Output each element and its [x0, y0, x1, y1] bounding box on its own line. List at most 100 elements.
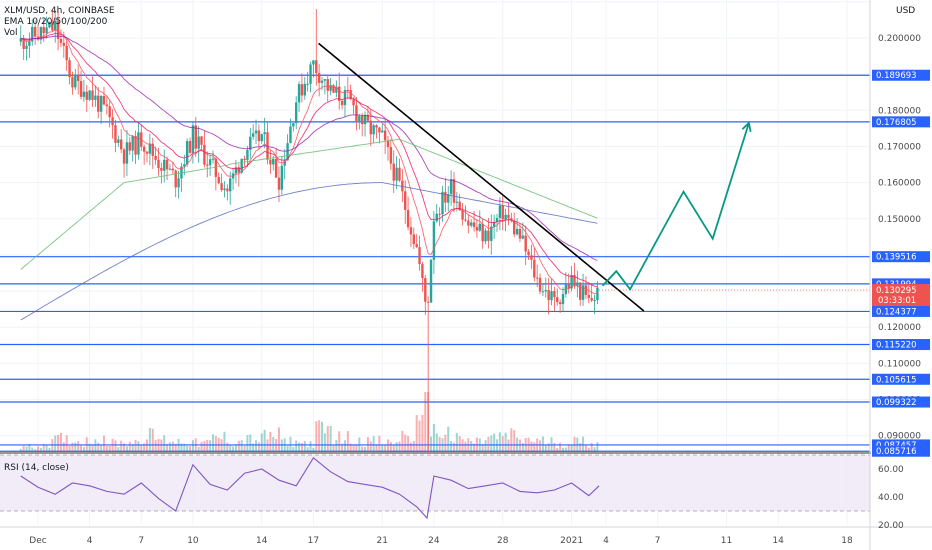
volume-bar — [65, 435, 68, 452]
ema-lines — [20, 29, 598, 321]
volume-bar — [117, 447, 120, 452]
currency-label: USD — [896, 6, 915, 16]
volume-bar — [203, 440, 206, 452]
candle-body — [246, 149, 249, 161]
volume-bar — [137, 441, 140, 452]
candle-body — [432, 221, 436, 260]
time-tick-label: 7 — [138, 536, 144, 546]
volume-bar — [329, 425, 332, 452]
rsi-panel-background — [0, 454, 870, 512]
symbol-title: XLM/USD, 4h, COINBASE — [4, 6, 115, 16]
volume-bar — [312, 447, 315, 452]
volume-bar — [249, 434, 252, 452]
candle-body — [366, 114, 370, 121]
volume-bar — [91, 444, 94, 452]
volume-bar — [364, 447, 367, 452]
volume-bar — [237, 440, 240, 452]
candle-body — [51, 22, 54, 31]
ema-20-line — [20, 32, 598, 287]
candle-body — [312, 60, 315, 65]
candle-body — [223, 188, 226, 191]
candle-body — [19, 38, 22, 42]
candle-body — [277, 177, 281, 190]
volume-bar — [28, 444, 31, 452]
volume-bar — [315, 421, 318, 452]
candle-body — [346, 89, 350, 91]
volume-bar — [306, 447, 309, 452]
candle-body — [381, 130, 384, 133]
volume-bar — [384, 445, 387, 452]
candle-body — [383, 130, 387, 141]
volume-bar — [171, 441, 174, 452]
volume-bar — [97, 442, 100, 452]
candle-body — [415, 244, 418, 248]
volume-bar — [521, 443, 524, 452]
volume-bar — [567, 444, 570, 452]
candle-body — [320, 80, 324, 83]
candle-body — [122, 149, 126, 164]
candle-body — [200, 136, 203, 145]
time-tick-label: 4 — [603, 536, 609, 546]
volume-bar — [229, 444, 232, 452]
volume-bar — [579, 442, 582, 452]
candle-body — [45, 27, 48, 34]
volume-bar — [189, 446, 192, 452]
candle-body — [102, 95, 106, 105]
volume-bar — [246, 435, 249, 452]
candle-body — [137, 132, 140, 155]
candle-body — [303, 83, 306, 96]
volume-bar — [415, 415, 418, 452]
volume-bar — [174, 443, 177, 452]
candle-body — [579, 282, 582, 300]
annotations — [318, 42, 870, 312]
candle-body — [418, 247, 421, 265]
time-tick-label: 17 — [308, 536, 319, 546]
candle-body — [581, 285, 585, 300]
candle-body — [286, 143, 289, 161]
volume-bar — [355, 444, 358, 452]
volume-bar — [343, 440, 346, 452]
volume-bar — [323, 433, 326, 452]
candle-body — [254, 130, 258, 134]
volume-bar — [68, 445, 71, 452]
volume-bar — [332, 445, 335, 452]
volume-bar — [197, 446, 200, 452]
candle-body — [524, 235, 527, 252]
volume-bar — [318, 420, 321, 452]
candle-body — [117, 139, 120, 143]
level-price-tag — [872, 396, 930, 408]
candle-body — [326, 79, 329, 91]
candle-body — [183, 164, 186, 167]
horizontal-levels — [0, 74, 870, 452]
volume-bar — [432, 424, 435, 452]
volume-bar — [71, 442, 74, 452]
candle-body — [461, 210, 464, 220]
time-tick-label: 24 — [428, 536, 440, 546]
candle-body — [521, 235, 525, 239]
candle-body — [570, 275, 573, 289]
candle-body — [240, 158, 243, 173]
volume-bar — [570, 445, 573, 452]
candle-body — [274, 158, 278, 178]
volume-bar — [105, 445, 108, 452]
volume-bar — [389, 441, 392, 452]
rsi-tick-label: 20.00 — [878, 521, 904, 531]
volume-bar — [418, 420, 421, 452]
rsi-tick-label: 60.00 — [878, 465, 904, 475]
volume-bar — [458, 435, 461, 452]
candle-body — [584, 285, 588, 295]
volume-bar — [200, 441, 203, 452]
volume-bar — [335, 440, 338, 452]
volume-bar — [57, 435, 60, 452]
time-axis-background — [0, 528, 870, 550]
volume-bar — [593, 447, 596, 452]
candle-body — [458, 201, 461, 211]
time-tick-label: 10 — [187, 536, 199, 546]
volume-bar — [80, 445, 83, 452]
candle-body — [157, 159, 160, 169]
volume-bar — [412, 441, 415, 452]
volume-bar — [277, 427, 280, 452]
volume-bar — [148, 428, 151, 452]
volume-bar — [220, 439, 223, 452]
